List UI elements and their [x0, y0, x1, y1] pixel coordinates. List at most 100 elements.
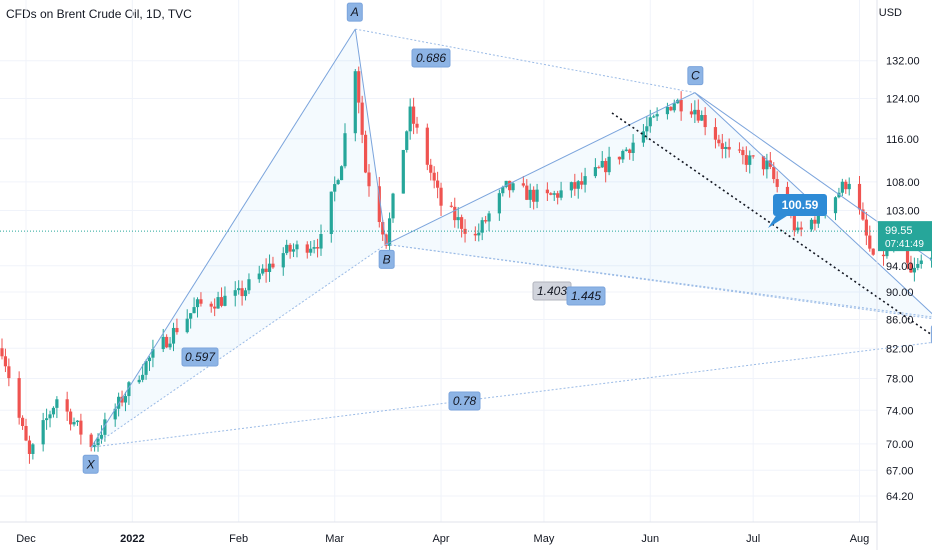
candle-body — [809, 219, 814, 230]
candle-body — [655, 114, 659, 117]
price-tick-label: 103.00 — [886, 206, 920, 218]
candle-body — [439, 187, 443, 206]
candle-body — [247, 279, 251, 291]
ratio-label: 0.78 — [453, 394, 477, 408]
candle-body — [55, 399, 59, 408]
countdown-label: 07:41:49 — [885, 239, 924, 250]
pattern-fill — [91, 29, 932, 448]
candle-body — [343, 133, 347, 167]
candle-body — [833, 197, 838, 214]
candle-body — [528, 189, 532, 200]
candle-body — [17, 378, 21, 418]
candle-body — [847, 183, 851, 190]
candle-body — [432, 172, 436, 181]
xab-fill — [91, 29, 387, 448]
price-tick-label: 108.00 — [886, 177, 920, 189]
candle-body — [748, 155, 752, 165]
candle-body — [477, 232, 481, 236]
candle-body — [501, 186, 505, 194]
candle-body — [185, 318, 189, 333]
price-tick-label: 94.00 — [886, 261, 914, 273]
candle-body — [799, 227, 803, 230]
candle-body — [521, 183, 525, 186]
candle-body — [405, 131, 409, 150]
candle-body — [305, 244, 309, 253]
candle-body — [401, 149, 405, 194]
candle-body — [192, 307, 196, 314]
candle-body — [768, 160, 772, 167]
candle-body — [672, 103, 676, 111]
ratio-label: 1.445 — [571, 289, 601, 303]
candle-body — [497, 193, 501, 214]
time-tick-label: Dec — [16, 533, 36, 545]
ratio-label-box — [566, 286, 606, 306]
pattern-point-label-box — [378, 249, 395, 269]
candle-body — [508, 180, 512, 191]
price-tick-label: 86.00 — [886, 314, 914, 326]
candle-body — [593, 167, 597, 177]
candle-body — [288, 244, 292, 252]
candle-body — [267, 263, 272, 273]
candle-body — [391, 193, 395, 219]
candle-body — [916, 263, 920, 268]
candle-body — [580, 181, 584, 185]
candle-body — [3, 356, 8, 367]
candle-body — [171, 327, 176, 344]
candle-body — [813, 219, 817, 224]
candle-body — [720, 143, 724, 149]
time-tick-label: Aug — [850, 533, 870, 545]
candle-body — [281, 253, 285, 268]
candle-body — [535, 189, 539, 202]
pattern-point-label: X — [86, 457, 96, 471]
pattern-point-label-box — [346, 2, 363, 22]
candle-body — [885, 246, 889, 257]
ratio-label: 1.403 — [537, 284, 567, 298]
candle-body — [31, 444, 35, 454]
candle-body — [312, 247, 316, 249]
candle-body — [72, 422, 76, 425]
price-axis: 132.00 124.00 116.00 108.00 103.00 94.00 90.00… — [876, 0, 932, 550]
time-axis: Dec2022FebMarAprMayJunJulAugSepO — [0, 521, 877, 545]
price-tick-label: 78.00 — [886, 373, 914, 385]
candle-body — [285, 244, 289, 254]
pattern-ratio-line — [355, 28, 695, 94]
bcd-fill — [386, 92, 932, 319]
pattern-point-label: C — [691, 69, 700, 83]
candle-body — [96, 438, 100, 446]
candle-body — [559, 190, 563, 198]
candle-body — [511, 183, 515, 191]
candle-body — [665, 106, 670, 115]
candle-body — [429, 164, 433, 173]
time-tick-label: 2022 — [120, 533, 144, 545]
candle-body — [600, 160, 604, 168]
time-tick-label: May — [534, 533, 555, 545]
candle-body — [120, 396, 124, 403]
candle-body — [387, 218, 392, 246]
candle-body — [460, 217, 464, 229]
candle-body — [436, 180, 440, 188]
candle-body — [44, 418, 49, 421]
pattern-leg — [385, 92, 696, 245]
candle-body — [41, 420, 45, 445]
time-tick-label: Jun — [641, 533, 659, 545]
candle-body — [336, 180, 340, 185]
candle-body — [549, 193, 553, 195]
candle-body — [113, 408, 117, 420]
last-price-tag — [878, 221, 932, 252]
candle-body — [27, 440, 32, 454]
candle-body — [240, 288, 244, 297]
time-tick-label: Apr — [432, 533, 449, 545]
chart-title: CFDs on Brent Crude Oil, 1D, TVC — [6, 7, 192, 21]
candle-body — [93, 445, 97, 448]
candle-body — [99, 434, 104, 439]
candle-body — [628, 149, 632, 153]
currency-label: USD — [878, 7, 902, 19]
candle-body — [700, 115, 704, 121]
candle-body — [844, 181, 848, 190]
price-tick-label: 90.00 — [886, 287, 914, 299]
time-tick-label: Mar — [325, 533, 344, 545]
candle-body — [261, 268, 265, 274]
candle-body — [425, 127, 429, 165]
candle-body — [617, 156, 621, 160]
